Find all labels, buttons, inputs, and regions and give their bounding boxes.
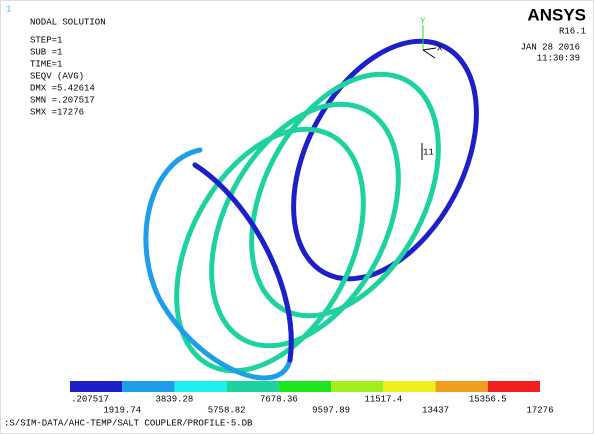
info-line: STEP=1 <box>30 35 62 45</box>
legend-label: 13437 <box>422 405 449 415</box>
plot-title: NODAL SOLUTION <box>30 17 106 27</box>
logo: ANSYS <box>527 5 586 24</box>
legend-label: 9597.89 <box>312 405 350 415</box>
legend-swatch <box>174 381 226 392</box>
info-line: SMX =17276 <box>30 107 84 117</box>
info-line: DMX =5.42614 <box>30 83 95 93</box>
legend-swatch <box>383 381 435 392</box>
version: R16.1 <box>559 26 586 36</box>
legend-swatch <box>70 381 122 392</box>
footer: :S/SIM-DATA/AHC-TEMP/SALT COUPLER/PROFIL… <box>4 418 253 428</box>
legend-label: .207517 <box>71 394 109 404</box>
window-index: 1 <box>6 4 11 14</box>
legend-label: 17276 <box>526 405 553 415</box>
frame <box>1 1 594 434</box>
legend-swatch <box>488 381 540 392</box>
legend-label: 5758.82 <box>208 405 246 415</box>
legend-label: 11517.4 <box>364 394 402 404</box>
triad-x: X <box>437 43 443 53</box>
legend-label: 7678.36 <box>260 394 298 404</box>
legend-swatch <box>436 381 488 392</box>
info-line: SMN =.207517 <box>30 95 95 105</box>
legend-swatch <box>331 381 383 392</box>
legend-swatch <box>279 381 331 392</box>
ansys-window: 1 NODAL SOLUTION STEP=1 SUB =1 TIME=1 SEQV … <box>0 0 594 434</box>
legend-swatch <box>227 381 279 392</box>
legend-label: 1919.74 <box>103 405 141 415</box>
legend-label: 3839.28 <box>156 394 194 404</box>
info-line: SUB =1 <box>30 47 62 57</box>
date: JAN 28 2016 <box>521 42 580 52</box>
info-line: SEQV (AVG) <box>30 71 84 81</box>
info-line: TIME=1 <box>30 59 62 69</box>
legend-label: 15356.5 <box>469 394 507 404</box>
time: 11:30:39 <box>537 53 580 63</box>
legend-swatch <box>122 381 174 392</box>
triad-y: Y <box>420 16 426 26</box>
annotation: 11 <box>423 147 434 157</box>
